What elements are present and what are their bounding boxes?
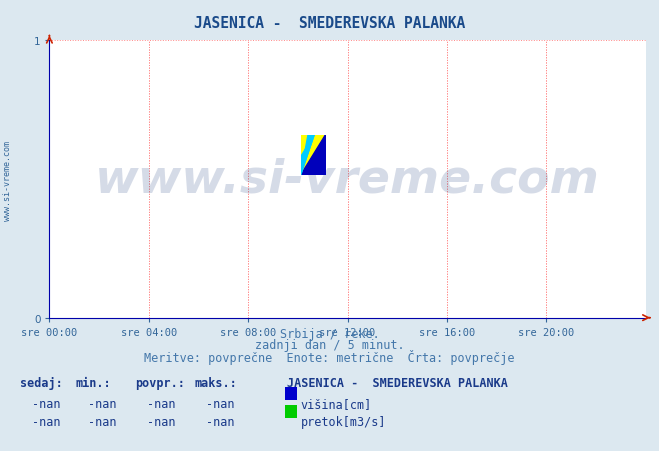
Text: -nan: -nan [206, 415, 235, 428]
Text: -nan: -nan [32, 397, 60, 410]
Text: sedaj:: sedaj: [20, 377, 63, 390]
Text: -nan: -nan [88, 397, 116, 410]
Polygon shape [301, 135, 326, 176]
Polygon shape [301, 135, 314, 176]
Text: -nan: -nan [206, 397, 235, 410]
Text: JASENICA -  SMEDEREVSKA PALANKA: JASENICA - SMEDEREVSKA PALANKA [287, 377, 507, 390]
Text: -nan: -nan [147, 397, 175, 410]
Text: www.si-vreme.com: www.si-vreme.com [95, 157, 600, 202]
Polygon shape [301, 135, 326, 176]
Polygon shape [301, 135, 314, 176]
Text: pretok[m3/s]: pretok[m3/s] [301, 415, 386, 428]
Text: maks.:: maks.: [194, 377, 237, 390]
Text: -nan: -nan [88, 415, 116, 428]
Text: JASENICA -  SMEDEREVSKA PALANKA: JASENICA - SMEDEREVSKA PALANKA [194, 16, 465, 31]
Text: povpr.:: povpr.: [135, 377, 185, 390]
Text: -nan: -nan [32, 415, 60, 428]
Text: višina[cm]: višina[cm] [301, 397, 372, 410]
Text: -nan: -nan [147, 415, 175, 428]
Text: min.:: min.: [76, 377, 111, 390]
Text: zadnji dan / 5 minut.: zadnji dan / 5 minut. [254, 338, 405, 351]
Text: Meritve: povprečne  Enote: metrične  Črta: povprečje: Meritve: povprečne Enote: metrične Črta:… [144, 350, 515, 364]
Text: www.si-vreme.com: www.si-vreme.com [3, 141, 12, 220]
Text: Srbija / reke.: Srbija / reke. [279, 327, 380, 340]
